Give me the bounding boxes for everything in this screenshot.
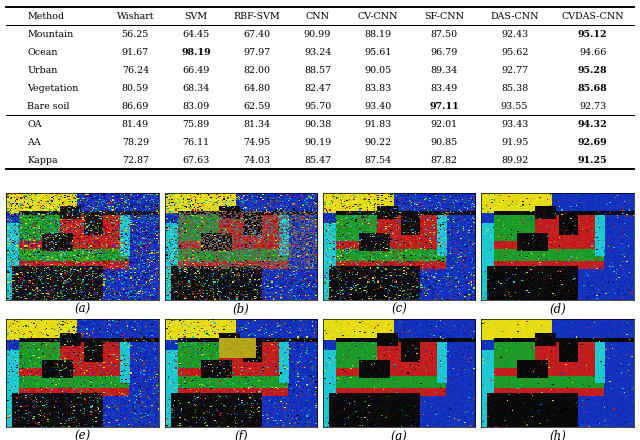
Text: 95.62: 95.62 [501,48,528,57]
Text: 67.63: 67.63 [182,156,210,165]
Text: CVDAS-CNN: CVDAS-CNN [561,11,624,21]
Text: 95.70: 95.70 [304,102,331,111]
Text: 86.69: 86.69 [122,102,149,111]
Text: 92.73: 92.73 [579,102,606,111]
Text: 88.19: 88.19 [365,29,392,39]
Text: 81.34: 81.34 [243,120,270,129]
Text: 90.99: 90.99 [304,29,332,39]
Text: 91.67: 91.67 [122,48,149,57]
Text: 83.09: 83.09 [182,102,210,111]
Text: 82.47: 82.47 [304,84,331,93]
Text: Wishart: Wishart [116,11,154,21]
Text: 81.49: 81.49 [122,120,149,129]
Text: 98.19: 98.19 [181,48,211,57]
Text: AA: AA [28,138,41,147]
Text: Urban: Urban [28,66,58,75]
Text: 92.77: 92.77 [501,66,528,75]
Text: Ocean: Ocean [28,48,58,57]
Text: 94.32: 94.32 [578,120,607,129]
X-axis label: (g): (g) [391,429,408,440]
Text: 97.97: 97.97 [243,48,271,57]
Text: 91.25: 91.25 [578,156,607,165]
Text: 95.61: 95.61 [365,48,392,57]
Text: 74.95: 74.95 [243,138,271,147]
Text: 78.29: 78.29 [122,138,149,147]
Text: 91.95: 91.95 [501,138,528,147]
Text: 93.24: 93.24 [304,48,331,57]
Text: 89.34: 89.34 [431,66,458,75]
Text: 85.47: 85.47 [304,156,331,165]
Text: 91.83: 91.83 [365,120,392,129]
Text: 67.40: 67.40 [243,29,270,39]
Text: 93.40: 93.40 [365,102,392,111]
Text: 72.87: 72.87 [122,156,149,165]
Text: 66.49: 66.49 [182,66,210,75]
Text: Vegetation: Vegetation [28,84,79,93]
Text: 92.43: 92.43 [501,29,528,39]
Text: SF-CNN: SF-CNN [424,11,464,21]
Text: 75.89: 75.89 [182,120,210,129]
Text: Method: Method [28,11,65,21]
X-axis label: (d): (d) [549,303,566,316]
Text: 62.59: 62.59 [243,102,271,111]
Text: 97.11: 97.11 [429,102,459,111]
Text: 87.54: 87.54 [365,156,392,165]
X-axis label: (h): (h) [549,429,566,440]
Text: 64.45: 64.45 [182,29,210,39]
Text: 56.25: 56.25 [122,29,149,39]
Text: 88.57: 88.57 [304,66,331,75]
Text: SVM: SVM [184,11,207,21]
Text: 82.00: 82.00 [243,66,270,75]
X-axis label: (f): (f) [234,429,248,440]
Text: DAS-CNN: DAS-CNN [490,11,539,21]
Text: 90.85: 90.85 [431,138,458,147]
Text: 85.68: 85.68 [578,84,607,93]
Text: 92.69: 92.69 [578,138,607,147]
Text: 92.01: 92.01 [431,120,458,129]
Text: 90.05: 90.05 [365,66,392,75]
Text: Kappa: Kappa [28,156,58,165]
Text: 95.12: 95.12 [578,29,607,39]
Text: 94.66: 94.66 [579,48,607,57]
Text: 80.59: 80.59 [122,84,149,93]
Text: 93.43: 93.43 [501,120,528,129]
Text: 83.83: 83.83 [365,84,392,93]
Text: CNN: CNN [305,11,330,21]
Text: 74.03: 74.03 [243,156,270,165]
X-axis label: (b): (b) [232,303,249,316]
Text: 93.55: 93.55 [501,102,529,111]
Text: 90.22: 90.22 [365,138,392,147]
Text: 85.38: 85.38 [501,84,528,93]
Text: 90.38: 90.38 [304,120,331,129]
Text: RBF-SVM: RBF-SVM [234,11,280,21]
Text: 76.11: 76.11 [182,138,210,147]
X-axis label: (a): (a) [74,303,91,316]
Text: 90.19: 90.19 [304,138,331,147]
Text: Bare soil: Bare soil [28,102,70,111]
Text: 95.28: 95.28 [578,66,607,75]
Text: 83.49: 83.49 [431,84,458,93]
X-axis label: (e): (e) [74,429,91,440]
Text: CV-CNN: CV-CNN [358,11,399,21]
Text: OA: OA [28,120,42,129]
Text: 68.34: 68.34 [182,84,210,93]
Text: 64.80: 64.80 [243,84,270,93]
Text: Mountain: Mountain [28,29,74,39]
Text: 87.82: 87.82 [431,156,458,165]
Text: 89.92: 89.92 [501,156,528,165]
Text: 87.50: 87.50 [431,29,458,39]
X-axis label: (c): (c) [391,303,407,316]
Text: 96.79: 96.79 [431,48,458,57]
Text: 76.24: 76.24 [122,66,149,75]
